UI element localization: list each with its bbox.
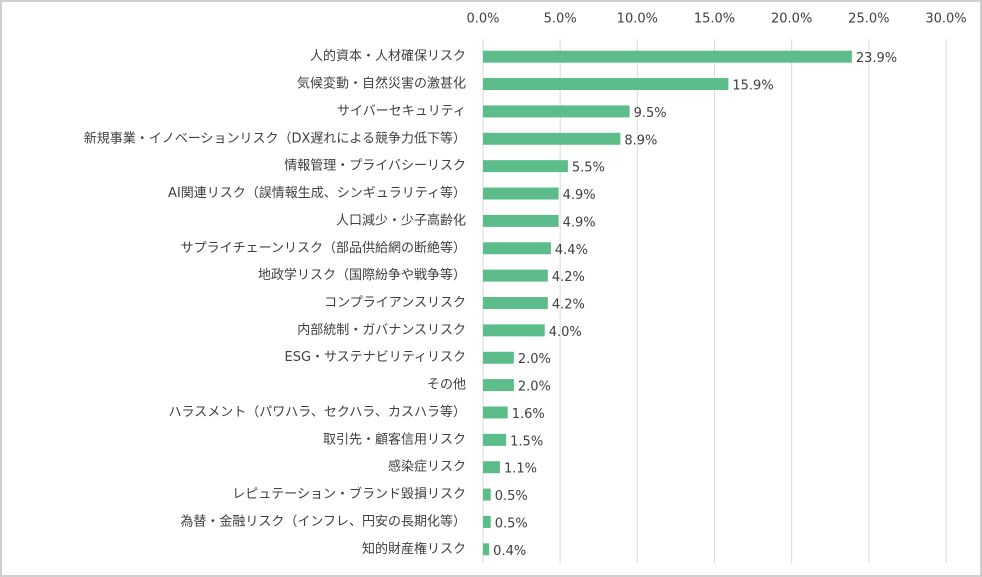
- value-label: 4.9%: [563, 215, 596, 230]
- value-label: 4.0%: [549, 325, 582, 340]
- y-tick-label: サプライチェーンリスク（部品供給網の断絶等）: [181, 240, 466, 256]
- y-tick-label: 人的資本・人材確保リスク: [310, 48, 466, 64]
- y-tick-label: サイバーセキュリティ: [337, 104, 466, 119]
- y-tick-label: 内部統制・ガバナンスリスク: [297, 322, 466, 338]
- value-label: 15.9%: [732, 79, 773, 94]
- bar: [483, 406, 508, 419]
- bar: [483, 50, 852, 63]
- value-label: 4.2%: [552, 298, 585, 313]
- value-label: 23.9%: [856, 51, 897, 66]
- value-label: 4.2%: [552, 270, 585, 285]
- bar: [483, 324, 545, 337]
- bar: [483, 132, 621, 145]
- y-tick-label: 気候変動・自然災害の激甚化: [297, 76, 466, 92]
- x-tick-label: 10.0%: [617, 12, 658, 27]
- y-tick-label: 為替・金融リスク（インフレ、円安の長期化等）: [180, 513, 466, 529]
- y-tick-label: コンプライアンスリスク: [324, 296, 466, 311]
- value-label: 9.5%: [634, 106, 667, 121]
- y-tick-label: ハラスメント（パワハラ、セクハラ、カスハラ等）: [169, 404, 466, 420]
- value-label: 4.4%: [555, 243, 588, 258]
- bar: [483, 242, 551, 255]
- bar: [483, 488, 491, 501]
- x-tick-label: 20.0%: [771, 12, 812, 27]
- x-tick-label: 30.0%: [925, 12, 966, 27]
- y-tick-label: レピュテーション・ブランド毀損リスク: [232, 486, 466, 502]
- y-tick-label: 知的財産権リスク: [362, 541, 466, 557]
- bar: [483, 78, 729, 91]
- y-tick-label: 情報管理・プライバシーリスク: [284, 159, 466, 174]
- bar: [483, 379, 514, 392]
- y-tick-label: AI関連リスク（誤情報生成、シンギュラリティ等）: [168, 185, 466, 201]
- value-label: 1.1%: [504, 462, 537, 477]
- value-label: 2.0%: [518, 352, 551, 367]
- value-label: 1.6%: [512, 407, 545, 422]
- bar: [483, 297, 548, 309]
- bar: [483, 187, 559, 200]
- x-tick-label: 25.0%: [848, 12, 889, 27]
- x-tick-label: 15.0%: [694, 12, 735, 27]
- bar: [483, 543, 490, 556]
- x-tick-label: 0.0%: [466, 12, 499, 27]
- x-tick-label: 5.0%: [544, 12, 577, 27]
- value-label: 0.4%: [493, 544, 526, 559]
- y-tick-label: 人口減少・少子高齢化: [336, 212, 466, 228]
- y-tick-label: 新規事業・イノベーションリスク（DX遅れによる競争力低下等）: [84, 130, 466, 146]
- bar: [483, 461, 500, 474]
- bar: [483, 351, 514, 364]
- bar: [483, 515, 491, 528]
- value-label: 0.5%: [495, 516, 528, 531]
- y-tick-label: 地政学リスク（国際紛争や戦争等）: [258, 267, 466, 283]
- y-tick-label: 感染症リスク: [388, 459, 466, 475]
- value-label: 5.5%: [572, 161, 605, 176]
- bar: [483, 214, 559, 227]
- value-label: 0.5%: [495, 489, 528, 504]
- value-label: 2.0%: [518, 380, 551, 395]
- bar: [483, 105, 630, 118]
- bar: [483, 269, 548, 282]
- y-tick-label: その他: [427, 378, 466, 393]
- value-label: 1.5%: [510, 434, 543, 449]
- value-label: 8.9%: [624, 133, 657, 148]
- y-tick-label: 取引先・顧客信用リスク: [323, 431, 466, 447]
- value-label: 4.9%: [563, 188, 596, 203]
- bar: [483, 160, 568, 173]
- y-tick-label: ESG・サステナビリティリスク: [285, 350, 467, 365]
- bar: [483, 433, 507, 446]
